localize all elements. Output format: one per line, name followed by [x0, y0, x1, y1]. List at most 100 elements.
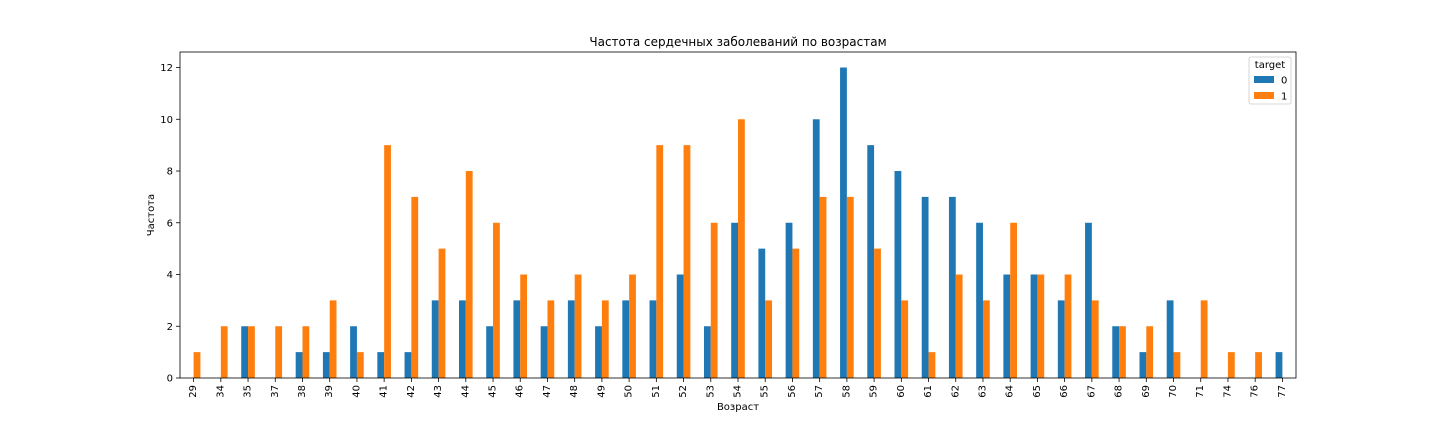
legend-label-0: 0 — [1281, 76, 1287, 87]
bar-target-1-age-40 — [356, 352, 364, 378]
bar-target-1-age-69 — [1146, 326, 1154, 378]
x-tick-label: 35 — [243, 385, 254, 398]
y-tick-label: 10 — [160, 115, 173, 126]
x-tick-label: 34 — [215, 385, 226, 398]
x-tick-label: 48 — [569, 385, 580, 398]
x-tick-label: 62 — [950, 385, 961, 398]
bar-target-0-age-54 — [731, 222, 738, 378]
x-tick-label: 52 — [678, 385, 689, 398]
bar-target-0-age-47 — [540, 326, 548, 378]
plot-frame — [179, 51, 1297, 379]
bar-target-0-age-62 — [948, 196, 956, 378]
bar-target-1-age-53 — [710, 222, 718, 378]
x-tick-label: 74 — [1222, 385, 1233, 398]
bar-target-1-age-44 — [465, 171, 473, 378]
x-tick-label: 55 — [760, 385, 771, 398]
y-tick-label: 2 — [167, 322, 173, 333]
x-tick-label: 71 — [1195, 385, 1206, 398]
bar-target-0-age-45 — [486, 326, 494, 378]
bar-target-0-age-69 — [1139, 352, 1147, 378]
x-tick-label: 37 — [270, 385, 281, 398]
bar-target-0-age-48 — [567, 300, 575, 378]
bar-target-1-age-71 — [1200, 300, 1208, 378]
bar-target-1-age-76 — [1255, 352, 1262, 378]
bar-target-1-age-62 — [955, 274, 963, 378]
bar-target-0-age-70 — [1166, 300, 1174, 378]
x-axis: 29 34 35 37 38 39 40 41 42 43 44 45 46 47 48 49 50 51 52 53… — [188, 378, 1288, 398]
bar-target-1-age-43 — [438, 248, 446, 378]
bar-target-0-age-49 — [595, 326, 602, 378]
bar-target-1-age-46 — [520, 274, 528, 378]
y-tick-label: 12 — [160, 63, 173, 74]
x-tick-label: 45 — [488, 385, 499, 398]
bar-target-0-age-56 — [785, 222, 793, 378]
y-tick-label: 0 — [167, 374, 173, 385]
x-tick-label: 40 — [351, 385, 362, 398]
bar-target-0-age-39 — [322, 352, 330, 378]
bar-target-0-age-40 — [350, 326, 357, 378]
bar-target-1-age-41 — [384, 145, 391, 378]
bar-target-1-age-60 — [901, 300, 909, 378]
bar-target-1-age-42 — [411, 196, 419, 378]
x-tick-label: 63 — [977, 385, 988, 398]
legend-swatch-0 — [1254, 76, 1274, 83]
x-tick-label: 53 — [705, 385, 716, 398]
x-tick-label: 47 — [542, 385, 553, 398]
bar-target-0-age-42 — [404, 352, 412, 378]
x-tick-label: 65 — [1032, 385, 1043, 398]
bar-target-1-age-67 — [1091, 300, 1099, 378]
x-tick-label: 76 — [1250, 385, 1261, 398]
bar-target-1-age-61 — [928, 352, 936, 378]
bar-target-0-age-58 — [840, 67, 847, 379]
bar-target-0-age-50 — [622, 300, 630, 378]
bar-target-0-age-61 — [921, 196, 929, 378]
y-tick-label: 4 — [167, 270, 173, 281]
x-tick-label: 42 — [406, 385, 417, 398]
bar-target-1-age-63 — [982, 300, 990, 378]
bar-target-1-age-70 — [1173, 352, 1181, 378]
bar-target-1-age-35 — [248, 326, 255, 378]
bar-target-0-age-63 — [976, 222, 983, 378]
bar-target-0-age-46 — [513, 300, 521, 378]
x-tick-label: 59 — [869, 385, 880, 398]
bar-target-1-age-51 — [656, 145, 664, 378]
x-tick-label: 60 — [896, 385, 907, 398]
bar-target-0-age-67 — [1085, 222, 1092, 378]
bar-target-0-age-68 — [1112, 326, 1120, 378]
bar-target-0-age-65 — [1030, 274, 1038, 378]
plot-area — [193, 67, 1283, 379]
bar-target-1-age-45 — [493, 222, 500, 378]
x-tick-label: 44 — [460, 385, 471, 398]
bar-target-1-age-37 — [275, 326, 283, 378]
bar-target-0-age-57 — [812, 119, 820, 379]
bar-target-1-age-29 — [193, 352, 201, 378]
x-tick-label: 41 — [379, 385, 390, 398]
bar-target-0-age-38 — [295, 352, 303, 378]
bar-target-1-age-65 — [1037, 274, 1045, 378]
x-tick-label: 54 — [733, 385, 744, 398]
y-axis: 0 2 4 6 8 10 12 — [160, 63, 180, 385]
bar-target-1-age-56 — [792, 248, 800, 378]
x-tick-label: 64 — [1005, 385, 1016, 398]
bar-target-1-age-50 — [629, 274, 636, 378]
bar-target-1-age-74 — [1227, 352, 1235, 378]
bar-target-1-age-34 — [220, 326, 228, 378]
y-tick-label: 6 — [167, 218, 173, 229]
bar-target-0-age-35 — [241, 326, 249, 378]
x-tick-label: 70 — [1168, 385, 1179, 398]
x-tick-label: 51 — [651, 385, 662, 398]
bar-target-0-age-77 — [1275, 352, 1283, 378]
bar-target-1-age-47 — [547, 300, 555, 378]
x-tick-label: 77 — [1277, 385, 1288, 398]
x-tick-label: 43 — [433, 385, 444, 398]
bar-target-0-age-44 — [459, 300, 466, 378]
bar-target-0-age-59 — [867, 145, 875, 378]
y-axis-label: Частота — [146, 194, 157, 236]
x-tick-label: 67 — [1086, 385, 1097, 398]
bar-target-0-age-52 — [676, 274, 684, 378]
bar-target-1-age-64 — [1010, 222, 1017, 378]
bar-target-0-age-43 — [431, 300, 439, 378]
legend-title: target — [1255, 60, 1285, 71]
y-tick-label: 8 — [167, 167, 173, 178]
